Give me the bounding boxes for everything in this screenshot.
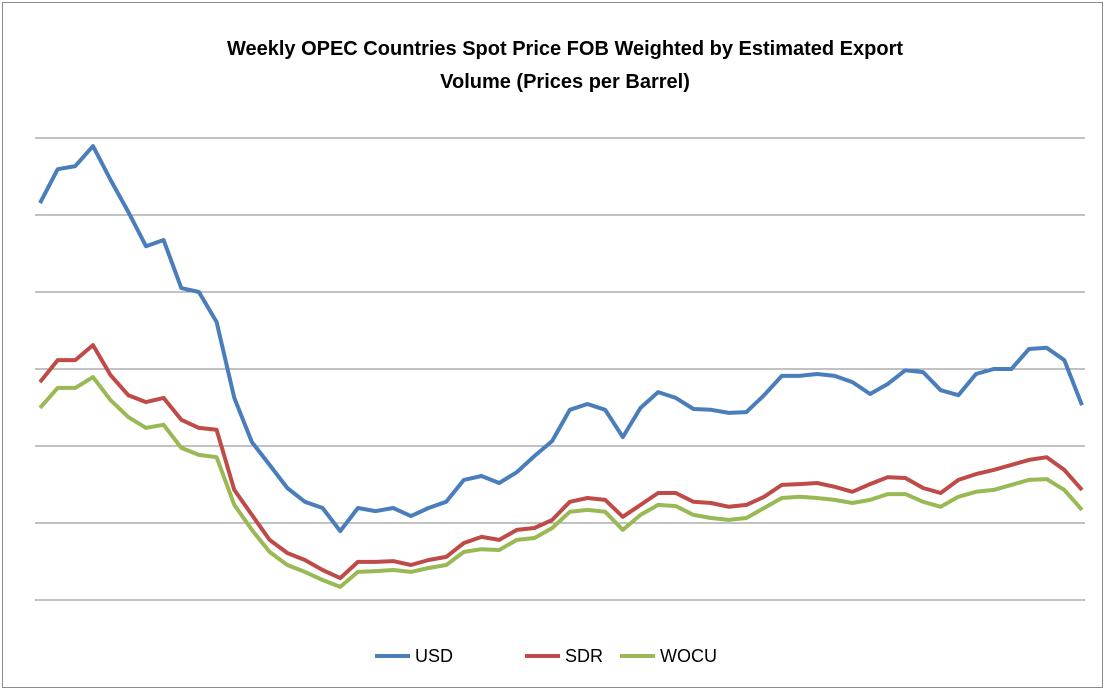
legend-label: USD [415, 646, 453, 666]
legend-label: WOCU [660, 646, 717, 666]
series-line [38, 144, 1084, 534]
series-line [38, 375, 1084, 589]
chart-title: Weekly OPEC Countries Spot Price FOB Wei… [227, 38, 903, 93]
series-line [38, 343, 1084, 581]
legend-label: SDR [565, 646, 603, 666]
